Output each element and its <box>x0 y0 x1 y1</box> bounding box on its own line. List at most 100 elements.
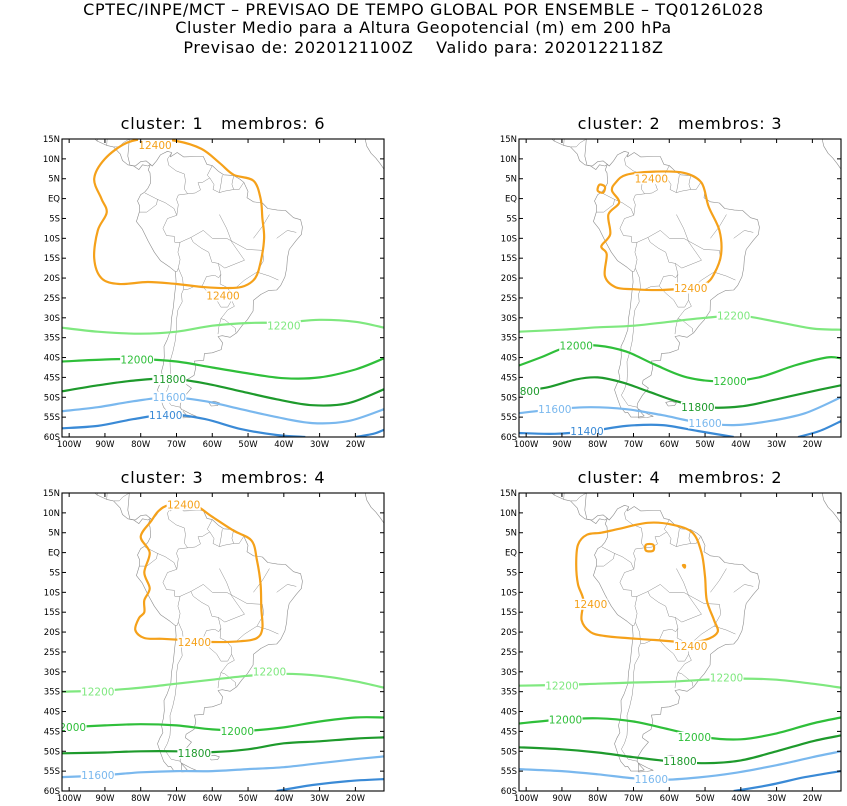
lat-label: 40S <box>44 708 60 718</box>
map-plot: 12400 12400 12200 12200 2000 12000 11800 11600 1… <box>43 489 385 804</box>
lat-label: 10S <box>44 588 60 598</box>
contour-label: 12200 <box>710 673 743 685</box>
lat-label: 20S <box>501 628 517 638</box>
contour-label: 12200 <box>253 667 286 679</box>
coastline-central-america-south <box>551 493 608 524</box>
lon-label: 90W <box>95 794 115 804</box>
contour-label: 12400 <box>674 283 707 295</box>
contour-line <box>519 423 734 437</box>
coastline-central-america-south <box>94 493 151 524</box>
lat-label: 20S <box>44 628 60 638</box>
lon-label: 50W <box>238 794 258 804</box>
contour-label: 12400 <box>674 641 707 653</box>
lat-label: 50S <box>501 747 517 757</box>
contour-line <box>575 521 720 644</box>
map-panel-cluster-4: cluster: 4 membros: 2 12400 12400 12200 122… <box>497 466 847 806</box>
country-border <box>164 289 184 408</box>
contour-label: 12000 <box>560 340 593 352</box>
lon-label: 20W <box>346 440 366 450</box>
coastline-jamaica <box>147 126 154 129</box>
contour-label: 12400 <box>178 637 211 649</box>
contour-label: 12000 <box>221 726 254 738</box>
coastline-malvinas <box>665 400 677 407</box>
country-border <box>167 506 188 548</box>
lat-label: 15N <box>43 489 60 499</box>
coastline-africa <box>365 139 384 187</box>
lat-label: 20S <box>501 274 517 284</box>
contour-line <box>62 672 384 693</box>
contour-label-background <box>569 425 604 437</box>
contour-label: 11400 <box>149 410 182 422</box>
coastline-cuba <box>123 461 161 474</box>
country-border <box>217 318 222 335</box>
coastline-jamaica <box>604 126 611 129</box>
map-plot: 12400 12400 12200 12200 12000 12000 11800 11600… <box>500 479 842 804</box>
country-border <box>209 177 245 193</box>
lon-label: 40W <box>731 794 751 804</box>
lat-label: 30S <box>44 314 60 324</box>
contour-label: 12200 <box>717 311 750 323</box>
coastline-africa <box>365 493 384 541</box>
country-border <box>187 165 213 195</box>
lat-label: 5S <box>506 568 517 578</box>
contour-line <box>355 428 384 437</box>
country-border <box>666 177 702 193</box>
lon-label: 20W <box>803 794 823 804</box>
contour-line <box>519 677 841 689</box>
coastline-central-america-north <box>127 493 151 521</box>
contour-line <box>62 413 306 437</box>
country-border <box>231 529 234 544</box>
lon-label: 50W <box>238 440 258 450</box>
lat-label: 20S <box>44 274 60 284</box>
country-border <box>139 553 158 567</box>
contour-label-background <box>709 672 744 684</box>
figure-title-line2: Cluster Medio para a Altura Geopotencial… <box>175 18 672 37</box>
lon-label: 100W <box>57 794 82 804</box>
lon-label: 70W <box>624 794 644 804</box>
contour-label-background <box>138 139 173 151</box>
country-border <box>676 175 680 193</box>
country-border <box>632 596 638 626</box>
lat-label: 15S <box>501 254 517 264</box>
country-border <box>235 271 258 289</box>
contour-label: 12400 <box>206 291 239 303</box>
country-border <box>209 531 245 547</box>
lon-label: 80W <box>588 440 608 450</box>
contour-label-background <box>80 769 115 781</box>
coastline-puerto-rico <box>644 479 650 481</box>
map-frame <box>61 138 385 438</box>
lat-label: 5N <box>48 175 60 185</box>
lon-label: 30W <box>767 794 787 804</box>
country-border <box>563 139 565 146</box>
contour-label-background <box>680 401 715 413</box>
country-border <box>619 193 694 333</box>
country-border <box>570 139 587 148</box>
lon-label: 40W <box>274 440 294 450</box>
lat-label: 5N <box>505 529 517 539</box>
contour-line <box>62 377 384 407</box>
country-border <box>619 547 694 687</box>
country-border <box>256 625 279 635</box>
coastline-central-america-south <box>551 139 608 170</box>
country-border <box>235 625 258 643</box>
lon-label: 100W <box>57 440 82 450</box>
map-frame <box>518 138 842 438</box>
lon-label: 20W <box>346 794 366 804</box>
lat-label: 10N <box>43 155 60 165</box>
lat-label: 30S <box>44 668 60 678</box>
lat-label: 5S <box>49 568 60 578</box>
country-border <box>276 584 297 593</box>
contour-label-background <box>62 721 87 733</box>
contour-label: 12200 <box>81 686 114 698</box>
contour-label: 2000 <box>59 722 86 734</box>
lat-label: 50S <box>44 393 60 403</box>
contour-line <box>62 755 384 779</box>
country-border <box>632 242 638 272</box>
country-border <box>733 230 754 239</box>
lon-label: 60W <box>203 440 223 450</box>
country-border <box>710 568 727 593</box>
contour-line <box>62 736 384 755</box>
contour-label: 800 <box>520 386 540 398</box>
country-border <box>669 592 722 627</box>
contour-label-background <box>573 598 608 610</box>
